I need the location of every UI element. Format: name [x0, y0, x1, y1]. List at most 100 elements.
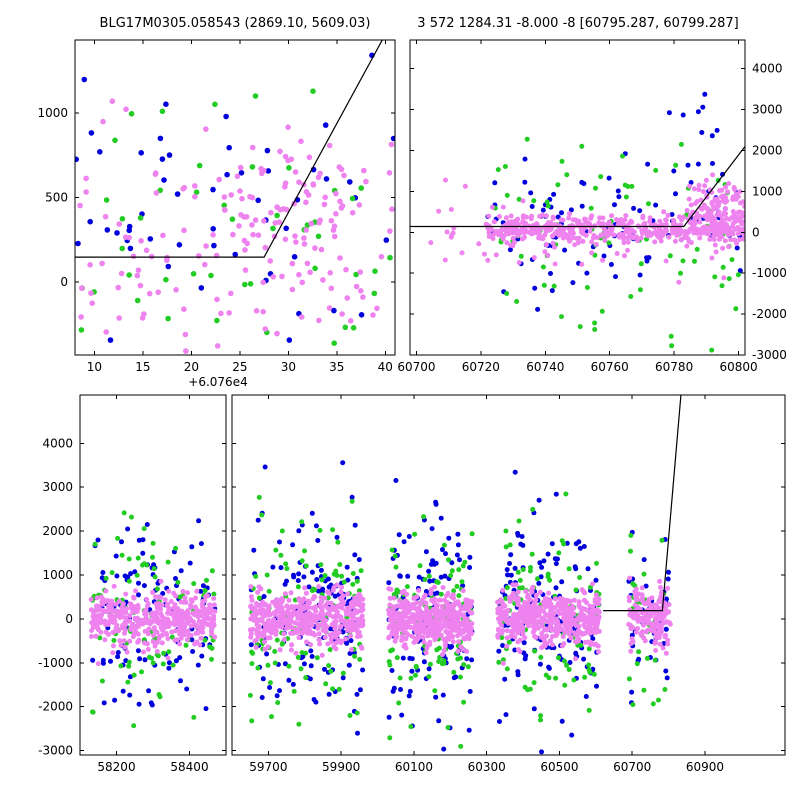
data-point: [129, 626, 135, 632]
data-point: [256, 595, 262, 601]
data-point: [666, 609, 672, 615]
data-point: [434, 647, 440, 653]
data-point: [237, 164, 244, 171]
data-point: [541, 627, 547, 633]
data-point: [654, 618, 660, 624]
data-point: [586, 646, 592, 652]
data-point: [301, 235, 307, 241]
data-point: [588, 640, 594, 645]
data-point: [505, 572, 510, 578]
data-point: [114, 230, 120, 236]
data-point: [251, 547, 257, 553]
data-point: [451, 621, 456, 627]
data-point: [464, 649, 470, 654]
data-point: [341, 172, 347, 179]
data-point: [579, 143, 585, 149]
data-point: [182, 595, 188, 601]
data-point: [729, 257, 735, 263]
data-point: [450, 592, 456, 598]
data-point: [436, 718, 442, 724]
x-tick-label: 60720: [462, 360, 500, 374]
data-point: [260, 608, 266, 614]
data-point: [203, 243, 209, 249]
data-point: [720, 171, 725, 177]
data-point: [415, 610, 421, 616]
data-point: [461, 662, 467, 668]
data-point: [99, 678, 105, 684]
data-point: [635, 626, 641, 631]
data-point: [125, 526, 131, 532]
data-point: [645, 616, 651, 622]
y-tick-label: -2000: [752, 307, 787, 321]
data-point: [732, 187, 738, 192]
data-point: [707, 236, 713, 242]
data-point: [515, 669, 521, 675]
data-point: [330, 631, 336, 637]
data-point: [601, 253, 607, 259]
data-point: [156, 692, 162, 697]
data-point: [166, 649, 172, 655]
data-point: [378, 253, 385, 260]
data-point: [317, 527, 323, 533]
data-point: [533, 614, 539, 620]
data-point: [250, 626, 256, 632]
data-point: [137, 282, 144, 289]
data-point: [532, 285, 538, 291]
data-point: [500, 587, 506, 593]
data-point: [394, 655, 400, 661]
data-point: [131, 604, 137, 610]
data-point: [435, 620, 441, 626]
tick-marks: [75, 40, 395, 355]
data-point: [185, 628, 191, 634]
data-point: [550, 240, 556, 246]
data-point: [709, 255, 715, 261]
data-point: [647, 607, 652, 613]
data-point: [434, 607, 440, 613]
data-point: [340, 629, 346, 635]
data-point: [589, 213, 595, 219]
data-point: [124, 649, 130, 655]
data-point: [593, 185, 598, 191]
data-point: [467, 554, 473, 560]
data-point: [304, 260, 311, 267]
data-point: [256, 494, 262, 500]
data-point: [563, 491, 569, 497]
data-point: [504, 567, 510, 573]
data-point: [500, 236, 506, 242]
data-point: [499, 611, 505, 617]
data-point: [75, 240, 81, 247]
data-point: [495, 167, 501, 173]
data-point: [83, 175, 89, 182]
data-point: [145, 631, 151, 637]
data-point: [286, 663, 292, 669]
data-point: [566, 215, 572, 221]
data-point: [575, 240, 581, 246]
data-point: [523, 604, 529, 610]
data-point: [539, 749, 544, 755]
data-point: [405, 632, 411, 638]
data-point: [97, 149, 103, 155]
data-point: [303, 590, 309, 596]
data-point: [226, 144, 232, 151]
data-point: [90, 709, 95, 715]
data-point: [741, 236, 745, 242]
data-point: [628, 548, 633, 554]
data-point: [525, 229, 531, 235]
data-point: [256, 584, 262, 590]
data-point: [726, 232, 732, 238]
data-point: [720, 245, 726, 251]
data-point: [148, 700, 154, 706]
data-point: [731, 211, 737, 217]
data-point: [338, 205, 345, 211]
data-point: [166, 660, 172, 666]
data-point: [281, 637, 287, 643]
data-point: [659, 537, 665, 543]
data-point: [126, 234, 132, 241]
data-point: [455, 656, 461, 662]
data-point: [315, 626, 321, 631]
data-point: [441, 542, 447, 548]
data-point: [691, 186, 697, 192]
data-point: [214, 317, 220, 324]
data-point: [344, 295, 351, 301]
data-point: [637, 272, 643, 278]
